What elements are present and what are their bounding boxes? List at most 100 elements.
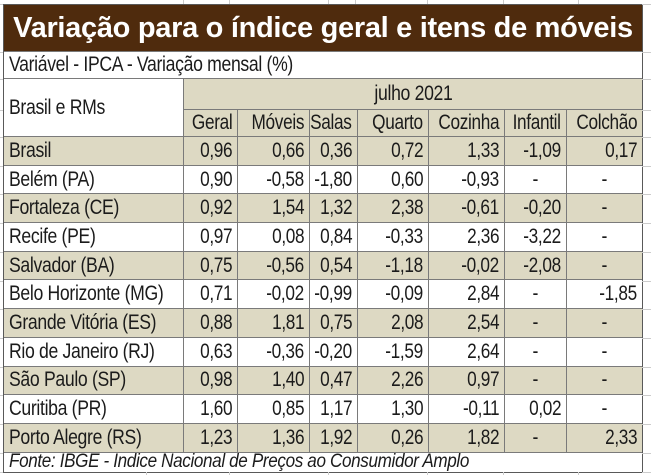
value-cell-text: - <box>532 368 539 392</box>
value-cell: 0,71 <box>184 280 238 310</box>
excel-gridline <box>0 395 3 397</box>
row-label: São Paulo (SP) <box>4 366 184 396</box>
value-cell: - <box>505 423 567 453</box>
value-cell: -0,02 <box>238 280 310 310</box>
value-cell: 2,36 <box>429 223 505 252</box>
value-cell-text: -2,08 <box>523 253 561 277</box>
value-cell-text: - <box>532 339 539 363</box>
excel-gridline <box>0 110 3 111</box>
value-cell: - <box>505 165 567 195</box>
value-cell-text: 0,90 <box>199 167 233 191</box>
excel-gridline <box>183 0 184 4</box>
excel-gridline <box>0 251 3 253</box>
value-cell: -3,22 <box>505 223 567 252</box>
value-cell: 0,47 <box>310 366 358 396</box>
value-cell: 0,08 <box>238 223 310 252</box>
value-cell: 1,17 <box>310 395 358 424</box>
value-cell: -1,85 <box>567 280 642 310</box>
excel-gridline <box>229 0 230 4</box>
value-cell: 1,23 <box>184 423 238 453</box>
value-cell: -1,80 <box>310 165 358 195</box>
variable-subtitle-text: Variável - IPCA - Variação mensal (%) <box>9 53 293 76</box>
value-cell-text: -0,11 <box>462 397 500 421</box>
value-cell-text: 0,02 <box>528 397 562 421</box>
excel-gridline <box>0 280 3 282</box>
row-label-text: Brasil <box>9 138 52 162</box>
value-cell-text: 2,64 <box>466 339 500 363</box>
value-cell: - <box>505 309 567 338</box>
value-cell: - <box>567 251 642 281</box>
value-cell-text: -1,18 <box>385 253 423 277</box>
value-cell: -1,18 <box>358 251 429 281</box>
excel-gridline <box>0 452 3 454</box>
value-cell-text: -3,22 <box>523 224 561 248</box>
value-cell-text: - <box>601 224 608 248</box>
row-label-text: Salvador (BA) <box>9 253 115 277</box>
row-label-text: Recife (PE) <box>9 224 96 248</box>
value-cell-text: 0,97 <box>199 224 233 248</box>
value-cell: 0,92 <box>184 194 238 224</box>
value-cell: - <box>505 337 567 367</box>
value-cell: 2,26 <box>358 366 429 396</box>
value-cell: 2,33 <box>567 423 642 453</box>
value-cell-text: - <box>601 253 608 277</box>
value-cell-text: 0,54 <box>319 253 353 277</box>
value-cell: -0,02 <box>429 251 505 281</box>
value-cell: 1,40 <box>238 366 310 396</box>
column-header-text: Quarto <box>372 111 423 134</box>
value-cell-text: 2,38 <box>390 196 424 220</box>
value-cell-text: 0,63 <box>199 339 233 363</box>
value-cell-text: 0,97 <box>466 368 500 392</box>
value-cell-text: 0,75 <box>319 310 353 334</box>
value-cell-text: 1,54 <box>271 196 305 220</box>
value-cell-text: 0,75 <box>199 253 233 277</box>
value-cell-text: -0,93 <box>461 167 499 191</box>
value-cell-text: - <box>532 167 539 191</box>
excel-gridline <box>642 223 651 225</box>
excel-gridline <box>642 194 651 196</box>
value-cell-text: 0,36 <box>319 138 353 162</box>
value-cell-text: 2,84 <box>466 282 500 306</box>
row-label-text: Fortaleza (CE) <box>9 196 119 220</box>
row-label-text: São Paulo (SP) <box>9 368 126 392</box>
value-cell-text: 0,96 <box>199 138 233 162</box>
value-cell: 1,81 <box>238 309 310 338</box>
value-cell-text: -0,02 <box>461 253 499 277</box>
value-cell: - <box>505 366 567 396</box>
value-cell: 0,84 <box>310 223 358 252</box>
value-cell: 0,75 <box>184 251 238 281</box>
row-label: Belo Horizonte (MG) <box>4 280 184 310</box>
value-cell: - <box>567 366 642 396</box>
value-cell-text: 1,23 <box>199 425 233 449</box>
value-cell: 1,36 <box>238 423 310 453</box>
value-cell: -0,93 <box>429 165 505 195</box>
value-cell-text: 0,88 <box>199 310 233 334</box>
value-cell: - <box>567 309 642 338</box>
column-header: Móveis <box>238 110 310 137</box>
value-cell-text: 1,60 <box>199 397 233 421</box>
row-label-text: Belém (PA) <box>9 167 95 191</box>
table-title: Variação para o índice geral e itens de … <box>4 5 642 52</box>
column-header: Quarto <box>358 110 429 137</box>
value-cell: 1,54 <box>238 194 310 224</box>
column-header: Colchão <box>567 110 642 137</box>
excel-gridline <box>642 110 651 111</box>
value-cell: -0,33 <box>358 223 429 252</box>
value-cell: - <box>567 166 642 195</box>
value-cell-text: -1,09 <box>523 138 561 162</box>
value-cell-text: 0,92 <box>199 196 233 220</box>
value-cell-text: - <box>601 339 608 363</box>
value-cell: -0,20 <box>310 337 358 367</box>
value-cell-text: 0,98 <box>199 368 233 392</box>
value-cell-text: 0,66 <box>271 138 305 162</box>
value-cell-text: - <box>532 310 539 334</box>
value-cell: 0,63 <box>184 337 238 367</box>
excel-gridline <box>503 0 504 4</box>
value-cell: 2,38 <box>358 194 429 224</box>
excel-gridline <box>642 395 651 397</box>
value-cell-text: -0,58 <box>266 167 304 191</box>
excel-gridline <box>0 424 3 425</box>
row-label-text: Curitiba (PR) <box>9 397 107 421</box>
excel-gridline <box>0 165 3 167</box>
value-cell-text: 1,40 <box>271 368 305 392</box>
